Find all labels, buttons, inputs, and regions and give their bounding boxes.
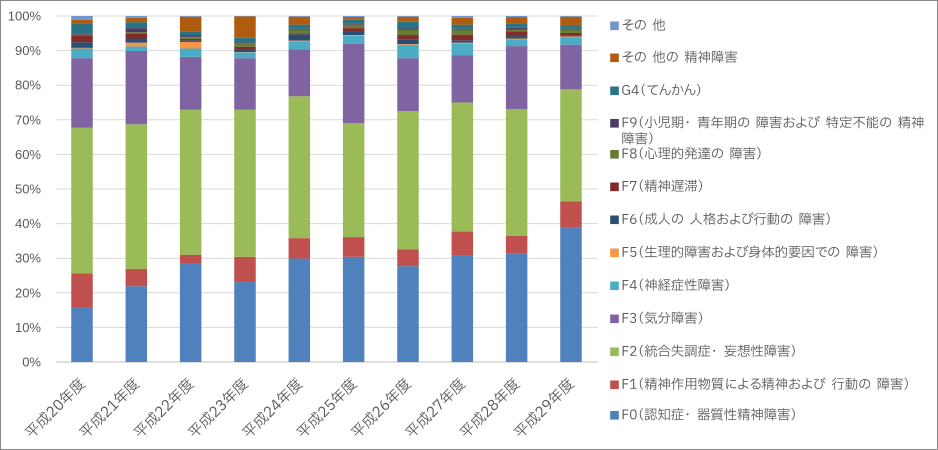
svg-text:0%: 0% (22, 355, 41, 370)
svg-text:10%: 10% (15, 320, 41, 335)
svg-text:100%: 100% (8, 9, 42, 24)
svg-text:70%: 70% (15, 112, 41, 127)
svg-text:80%: 80% (15, 78, 41, 93)
svg-text:50%: 50% (15, 182, 41, 197)
svg-text:20%: 20% (15, 285, 41, 300)
svg-text:40%: 40% (15, 216, 41, 231)
svg-text:60%: 60% (15, 147, 41, 162)
svg-text:90%: 90% (15, 43, 41, 58)
svg-text:30%: 30% (15, 251, 41, 266)
